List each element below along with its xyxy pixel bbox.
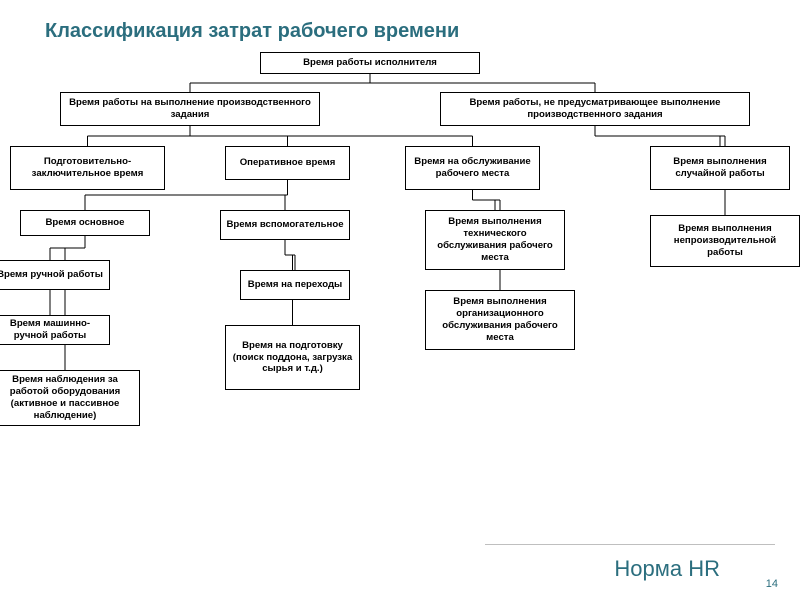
diagram-node: Время на обслуживание рабочего места bbox=[405, 146, 540, 190]
diagram-node: Время вспомогательное bbox=[220, 210, 350, 240]
diagram-node: Время работы на выполнение производствен… bbox=[60, 92, 320, 126]
diagram-node: Время выполнения технического обслуживан… bbox=[425, 210, 565, 270]
diagram-node: Время выполнения случайной работы bbox=[650, 146, 790, 190]
diagram-node: Время работы исполнителя bbox=[260, 52, 480, 74]
diagram-node: Время выполнения организационного обслуж… bbox=[425, 290, 575, 350]
diagram-node: Время наблюдения за работой оборудования… bbox=[0, 370, 140, 426]
page-number: 14 bbox=[766, 578, 778, 590]
diagram-node: Подготовительно-заключительное время bbox=[10, 146, 165, 190]
diagram-node: Время основное bbox=[20, 210, 150, 236]
diagram-node: Время ручной работы bbox=[0, 260, 110, 290]
page-title: Классификация затрат рабочего времени bbox=[45, 20, 459, 43]
diagram-node: Время машинно-ручной работы bbox=[0, 315, 110, 345]
diagram-node: Время работы, не предусматривающее выпол… bbox=[440, 92, 750, 126]
footer-brand: Норма HR bbox=[614, 556, 720, 582]
diagram-node: Время на подготовку (поиск поддона, загр… bbox=[225, 325, 360, 390]
diagram-connectors bbox=[0, 0, 800, 600]
diagram-node: Время выполнения непроизводительной рабо… bbox=[650, 215, 800, 267]
diagram-node: Время на переходы bbox=[240, 270, 350, 300]
diagram-node: Оперативное время bbox=[225, 146, 350, 180]
footer-underline bbox=[485, 544, 775, 545]
